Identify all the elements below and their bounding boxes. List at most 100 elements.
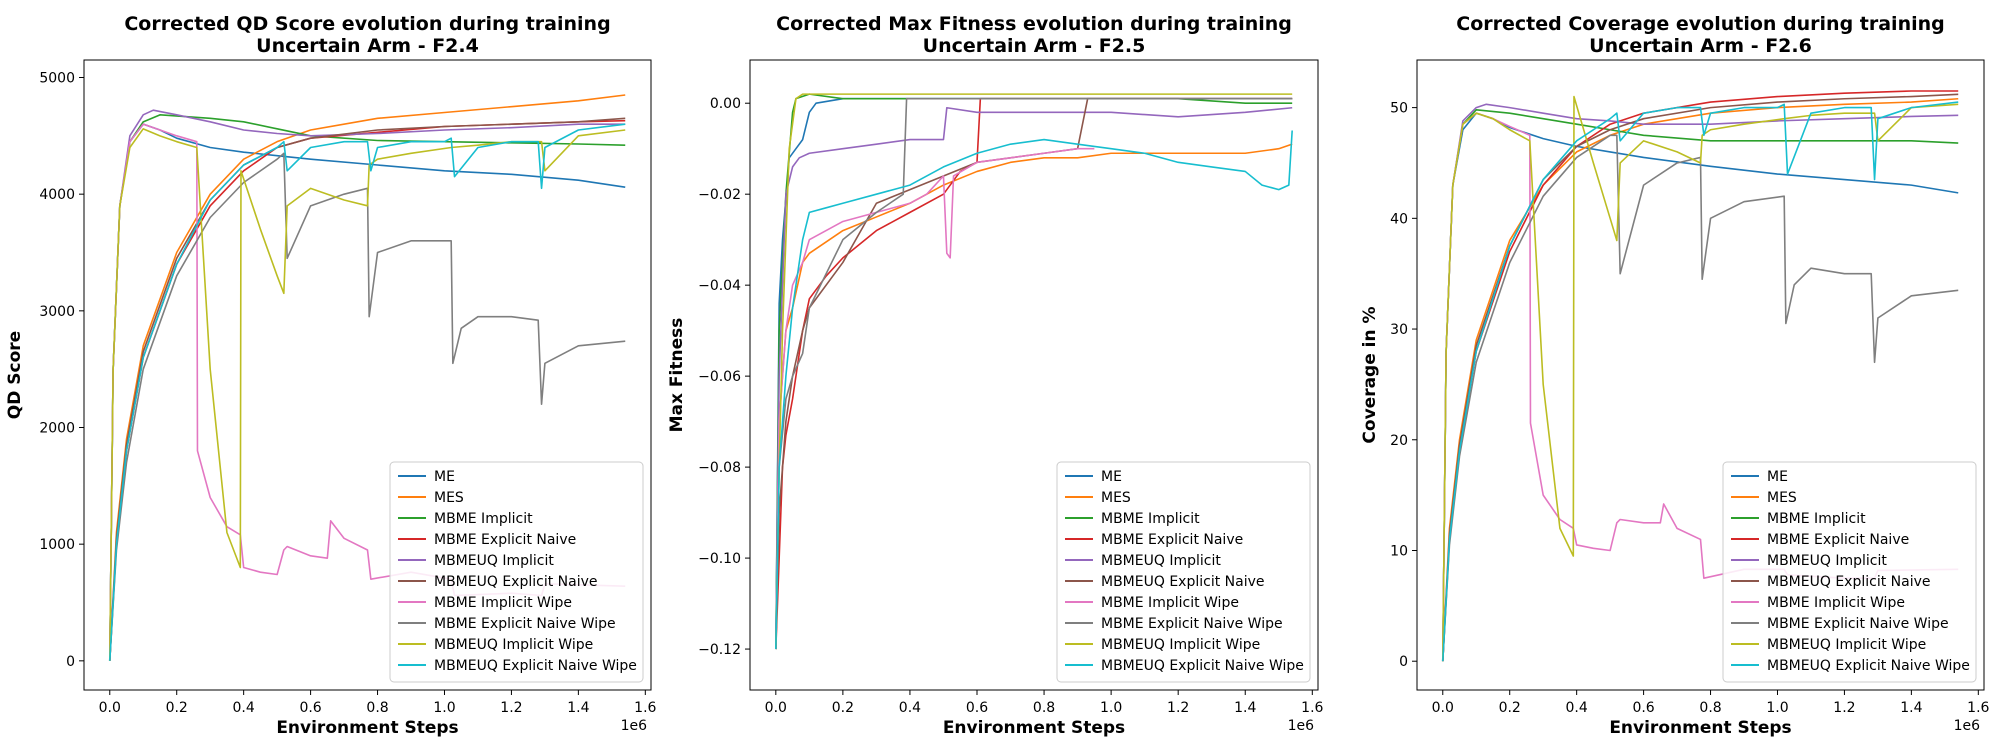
x-tick-label: 0.4 bbox=[233, 700, 255, 716]
legend-entry-label: MBME Implicit Wipe bbox=[434, 595, 572, 611]
y-tick-label: −0.06 bbox=[698, 369, 741, 385]
legend-entry-label: MBME Implicit Wipe bbox=[1101, 595, 1239, 611]
legend-entry-label: ME bbox=[1767, 469, 1788, 485]
series-line-mes bbox=[1441, 97, 1959, 662]
series-line-mbmeuq-implicit-wipe bbox=[775, 93, 1293, 650]
chart-subtitle: Uncertain Arm - F2.5 bbox=[923, 35, 1146, 57]
chart-title: Corrected Coverage evolution during trai… bbox=[1456, 13, 1945, 35]
series-line-mbmeuq-explicit-naive bbox=[1441, 93, 1959, 662]
legend-entry-label: MBME Explicit Naive bbox=[1767, 532, 1909, 548]
x-tick-label: 0.2 bbox=[166, 700, 188, 716]
x-tick-label: 0.8 bbox=[1699, 700, 1721, 716]
legend-entry-label: MES bbox=[434, 490, 464, 506]
legend-entry-label: MBMEUQ Implicit bbox=[434, 553, 554, 569]
y-tick-label: 30 bbox=[1390, 322, 1408, 338]
legend: ME MES MBME Implicit MBME Explicit Naive MBM… bbox=[1722, 461, 1977, 683]
legend-entry-label: MBMEUQ Explicit Naive Wipe bbox=[1767, 658, 1970, 674]
series-lines bbox=[1441, 90, 1959, 662]
series-lines bbox=[775, 93, 1293, 650]
x-tick-label: 0.4 bbox=[899, 700, 921, 716]
series-line-mbme-explicit-naive-wipe bbox=[775, 97, 1293, 650]
plot-frame bbox=[749, 59, 1319, 691]
legend-entry-label: MBME Implicit Wipe bbox=[1767, 595, 1905, 611]
legend-entry-label: MBME Explicit Naive Wipe bbox=[1101, 616, 1283, 632]
x-tick-label: 0.8 bbox=[366, 700, 388, 716]
y-tick-label: 50 bbox=[1390, 101, 1408, 117]
y-tick-label: 4000 bbox=[39, 187, 75, 203]
x-tick-label: 1.6 bbox=[1301, 700, 1323, 716]
chart-panel-3: Corrected Coverage evolution during trai… bbox=[1360, 13, 1990, 738]
legend-entry-label: MBME Explicit Naive Wipe bbox=[1767, 616, 1949, 632]
legend-entry-label: MBME Explicit Naive bbox=[434, 532, 576, 548]
plot-frame bbox=[1416, 59, 1985, 691]
x-tick-label: 0.4 bbox=[1566, 700, 1588, 716]
y-tick-label: 0.00 bbox=[710, 96, 741, 112]
legend-entry-label: MBMEUQ Implicit bbox=[1101, 553, 1221, 569]
x-axis-label: Environment Steps bbox=[276, 718, 458, 738]
chart-subtitle: Uncertain Arm - F2.4 bbox=[256, 35, 479, 57]
y-tick-label: 20 bbox=[1390, 433, 1408, 449]
x-tick-label: 0.6 bbox=[966, 700, 988, 716]
y-tick-label: −0.04 bbox=[698, 278, 741, 294]
y-tick-label: −0.12 bbox=[698, 642, 741, 658]
x-tick-label: 0.6 bbox=[299, 700, 321, 716]
legend-entry-label: MBMEUQ Explicit Naive bbox=[434, 574, 598, 590]
chart-subtitle: Uncertain Arm - F2.6 bbox=[1589, 35, 1812, 57]
y-tick-label: 2000 bbox=[39, 421, 75, 437]
legend-entry-label: MBME Implicit bbox=[1767, 511, 1866, 527]
legend-entry-label: MBME Explicit Naive bbox=[1101, 532, 1243, 548]
legend-entry-label: ME bbox=[1101, 469, 1122, 485]
chart-title: Corrected QD Score evolution during trai… bbox=[124, 13, 610, 35]
series-line-mbmeuq-implicit bbox=[775, 106, 1293, 650]
x-tick-label: 1.4 bbox=[1234, 700, 1256, 716]
x-tick-label: 0.2 bbox=[1499, 700, 1521, 716]
legend: ME MES MBME Implicit MBME Explicit Naive MBM… bbox=[389, 461, 644, 683]
legend-entry-label: MBMEUQ Explicit Naive bbox=[1767, 574, 1931, 590]
x-tick-label: 1.4 bbox=[1900, 700, 1922, 716]
legend-entry-label: MBMEUQ Implicit Wipe bbox=[1767, 637, 1926, 653]
y-tick-label: 0 bbox=[1399, 654, 1408, 670]
legend-box bbox=[1056, 461, 1311, 683]
x-axis-label: Environment Steps bbox=[943, 718, 1125, 738]
legend-entry-label: MBME Implicit bbox=[434, 511, 533, 527]
x-tick-label: 1.0 bbox=[433, 700, 455, 716]
legend-box bbox=[389, 461, 644, 683]
legend-box bbox=[1722, 461, 1977, 683]
x-tick-label: 1.6 bbox=[634, 700, 656, 716]
x-tick-label: 0.6 bbox=[1632, 700, 1654, 716]
series-line-mbmeuq-implicit-wipe bbox=[1441, 95, 1959, 662]
y-tick-label: 10 bbox=[1390, 543, 1408, 559]
x-tick-label: 1.6 bbox=[1967, 700, 1989, 716]
plot-frame bbox=[83, 59, 652, 691]
y-tick-label: 1000 bbox=[39, 537, 75, 553]
series-line-mbme-explicit-naive-wipe bbox=[108, 152, 626, 661]
x-tick-label: 1.0 bbox=[1100, 700, 1122, 716]
y-tick-label: 5000 bbox=[39, 71, 75, 87]
x-axis-label: Environment Steps bbox=[1609, 718, 1791, 738]
chart-title: Corrected Max Fitness evolution during t… bbox=[776, 13, 1292, 35]
legend-entry-label: MBMEUQ Implicit bbox=[1767, 553, 1887, 569]
y-axis-label: QD Score bbox=[5, 331, 25, 419]
x-tick-label: 0.0 bbox=[765, 700, 787, 716]
series-line-mbmeuq-explicit-naive-wipe bbox=[775, 130, 1293, 650]
y-tick-label: 40 bbox=[1390, 211, 1408, 227]
legend-entry-label: MBME Implicit bbox=[1101, 511, 1200, 527]
x-offset-label: 1e6 bbox=[1954, 718, 1981, 734]
legend-entry-label: MES bbox=[1101, 490, 1131, 506]
x-tick-label: 0.2 bbox=[832, 700, 854, 716]
series-line-mbme-explicit-naive-wipe bbox=[1441, 134, 1959, 662]
legend: ME MES MBME Implicit MBME Explicit Naive MBM… bbox=[1056, 461, 1311, 683]
legend-entry-label: MBMEUQ Explicit Naive bbox=[1101, 574, 1265, 590]
legend-entry-label: ME bbox=[434, 469, 455, 485]
x-tick-label: 0.0 bbox=[99, 700, 121, 716]
y-tick-label: −0.10 bbox=[698, 551, 741, 567]
x-tick-label: 1.0 bbox=[1766, 700, 1788, 716]
legend-entry-label: MBMEUQ Explicit Naive Wipe bbox=[434, 658, 637, 674]
x-offset-label: 1e6 bbox=[621, 718, 648, 734]
chart-panel-1: Corrected QD Score evolution during trai… bbox=[5, 13, 657, 738]
series-line-mbmeuq-explicit-naive-wipe bbox=[1441, 101, 1959, 662]
x-tick-label: 0.8 bbox=[1033, 700, 1055, 716]
y-axis-label: Max Fitness bbox=[667, 318, 687, 433]
x-tick-label: 1.2 bbox=[1833, 700, 1855, 716]
y-tick-label: −0.08 bbox=[698, 460, 741, 476]
